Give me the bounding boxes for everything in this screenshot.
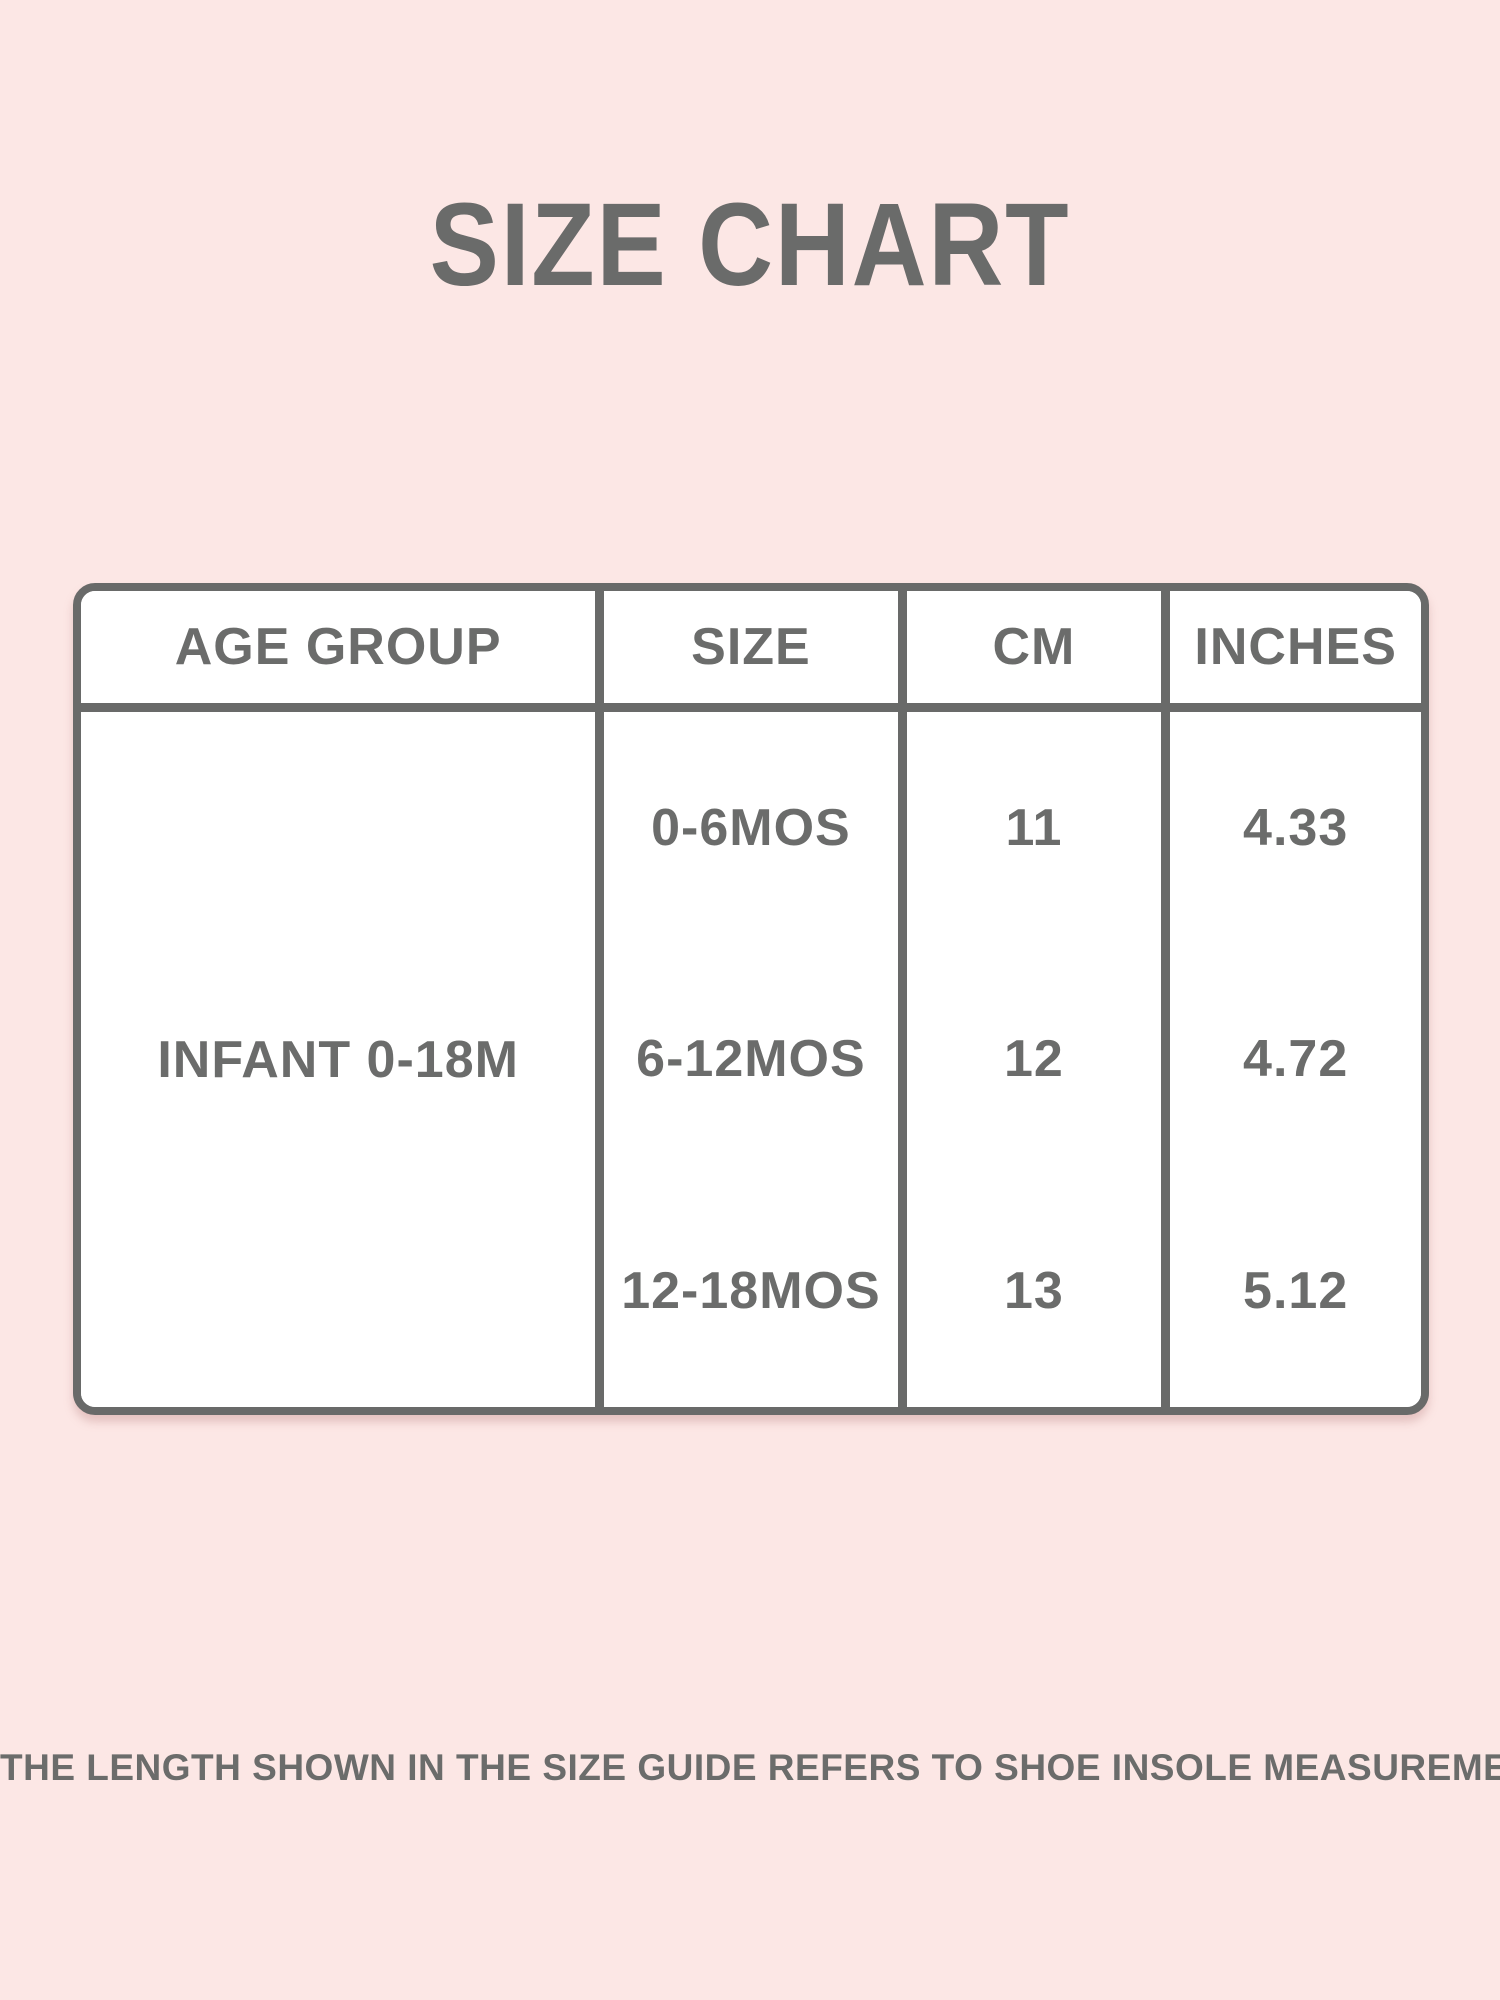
cell-inches-row2: 4.72	[1161, 943, 1421, 1176]
cell-inches-row1: 4.33	[1161, 712, 1421, 944]
cell-cm-row2: 12	[897, 943, 1162, 1176]
cell-cm-row1: 11	[897, 712, 1162, 944]
size-table: AGE GROUP SIZE CM INCHES INFANT 0-18M 0-…	[73, 583, 1429, 1415]
cell-size-row2: 6-12MOS	[595, 943, 898, 1176]
cell-cm-row3: 13	[897, 1175, 1162, 1407]
cell-size-row3: 12-18MOS	[595, 1175, 898, 1407]
header-cell-inches: INCHES	[1161, 591, 1421, 712]
page-title: SIZE CHART	[429, 179, 1071, 311]
cell-inches-row3: 5.12	[1161, 1175, 1421, 1407]
header-cell-size: SIZE	[595, 591, 898, 712]
header-cell-cm: CM	[897, 591, 1162, 712]
cell-size-row1: 0-6MOS	[595, 712, 898, 944]
cell-age-group: INFANT 0-18M	[81, 712, 596, 1407]
header-cell-age-group: AGE GROUP	[81, 591, 596, 712]
footnote: THE LENGTH SHOWN IN THE SIZE GUIDE REFER…	[0, 1747, 1500, 1788]
